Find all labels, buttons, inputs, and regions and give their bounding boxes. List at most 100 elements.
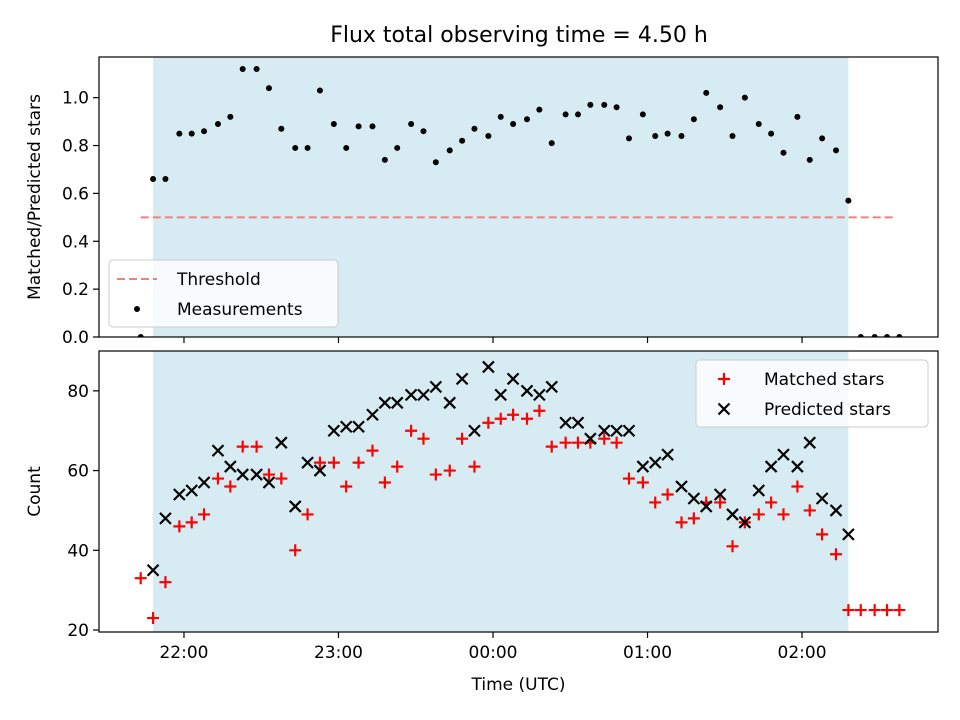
matched-star-point bbox=[301, 508, 314, 521]
matched-star-point bbox=[391, 460, 404, 473]
matched-star-point bbox=[366, 444, 379, 457]
measurement-point bbox=[794, 113, 801, 120]
x-tick-label: 01:00 bbox=[623, 643, 672, 663]
legend-label: Matched stars bbox=[764, 370, 884, 390]
measurement-point bbox=[587, 101, 594, 108]
matched-star-point bbox=[854, 604, 867, 617]
matched-star-point bbox=[468, 460, 481, 473]
measurement-point bbox=[884, 334, 891, 337]
measurement-point bbox=[717, 104, 724, 111]
measurement-point bbox=[536, 106, 543, 113]
measurement-point bbox=[316, 87, 323, 94]
matched-star-point bbox=[545, 440, 558, 453]
legend-marker bbox=[717, 402, 731, 416]
measurement-point bbox=[857, 334, 864, 337]
matched-star-point bbox=[636, 476, 649, 489]
measurement-point bbox=[162, 176, 169, 183]
matched-star-point bbox=[482, 416, 495, 429]
measurement-point bbox=[613, 104, 620, 111]
matched-star-point bbox=[327, 456, 340, 469]
measurement-point bbox=[420, 128, 427, 135]
matched-star-point bbox=[159, 576, 172, 589]
measurement-point bbox=[729, 132, 736, 139]
matched-star-point bbox=[275, 472, 288, 485]
measurement-point bbox=[741, 94, 748, 101]
measurement-point bbox=[639, 111, 646, 118]
measurement-point bbox=[703, 89, 710, 96]
measurement-point bbox=[408, 121, 415, 128]
matched-star-point bbox=[173, 520, 186, 533]
x-tick-label: 02:00 bbox=[778, 643, 827, 663]
measurement-point bbox=[819, 135, 826, 142]
legend-entry: Measurements bbox=[134, 300, 303, 320]
predicted-star-point bbox=[661, 448, 674, 461]
matched-star-point bbox=[429, 468, 442, 481]
legend-box bbox=[108, 259, 339, 328]
series-predicted-stars bbox=[146, 360, 855, 577]
measurement-point bbox=[896, 334, 903, 337]
measurement-point bbox=[497, 113, 504, 120]
predicted-star-point bbox=[713, 488, 727, 501]
predicted-star-point bbox=[726, 508, 739, 521]
predicted-star-point bbox=[173, 488, 186, 501]
predicted-star-point bbox=[455, 372, 469, 386]
measurement-point bbox=[871, 334, 878, 337]
predicted-star-point bbox=[675, 480, 688, 493]
bottom-panel-counts: 20 40 60 80 22:00 23:00 00:00 01:00 02:00 Count Ti… bbox=[25, 350, 939, 695]
predicted-star-point bbox=[815, 492, 829, 505]
y-tick-label: 80 bbox=[67, 382, 89, 402]
predicted-star-point bbox=[468, 424, 481, 437]
top-panel-ratio: 0.0 0.2 0.4 0.6 0.8 1.0 Matched/Predicted star… bbox=[25, 56, 939, 348]
measurement-point bbox=[806, 156, 813, 163]
matched-star-point bbox=[649, 496, 662, 509]
matched-star-point bbox=[313, 456, 326, 469]
y-tick-label: 0.0 bbox=[62, 328, 89, 348]
measurement-point bbox=[459, 137, 466, 144]
measurement-point bbox=[780, 149, 787, 156]
measurement-point bbox=[652, 132, 659, 139]
legend-label: Threshold bbox=[176, 270, 261, 290]
predicted-star-point bbox=[262, 476, 276, 489]
predicted-star-point bbox=[803, 436, 817, 449]
series-matched-stars bbox=[134, 404, 906, 625]
measurement-point bbox=[265, 85, 272, 92]
predicted-star-point bbox=[185, 484, 198, 497]
legend-box bbox=[695, 359, 929, 428]
y-tick-label: 0.8 bbox=[62, 137, 89, 157]
legend: Threshold Measurements bbox=[108, 259, 339, 328]
measurement-point bbox=[239, 65, 246, 72]
matched-star-point bbox=[842, 604, 855, 617]
predicted-star-point bbox=[520, 384, 534, 398]
x-axis-label: Time (UTC) bbox=[471, 675, 566, 695]
measurement-point bbox=[678, 132, 685, 139]
predicted-star-point bbox=[275, 436, 288, 449]
matched-star-point bbox=[803, 504, 816, 517]
matched-star-point bbox=[661, 488, 674, 501]
matched-star-point bbox=[405, 424, 418, 437]
matched-star-point bbox=[765, 496, 778, 509]
predicted-star-point bbox=[288, 500, 302, 513]
matched-star-point bbox=[726, 540, 739, 553]
x-tick-label: 00:00 bbox=[469, 643, 518, 663]
matched-star-point bbox=[185, 516, 198, 529]
predicted-star-point bbox=[622, 424, 636, 437]
predicted-star-point bbox=[313, 464, 327, 477]
measurement-point bbox=[432, 159, 439, 166]
measurement-point bbox=[343, 144, 350, 151]
measurement-point bbox=[214, 121, 221, 128]
predicted-star-point bbox=[327, 424, 341, 437]
measurement-point bbox=[471, 125, 478, 132]
matched-star-point bbox=[352, 456, 365, 469]
matched-star-point bbox=[250, 440, 263, 453]
measurement-point bbox=[574, 111, 581, 118]
matched-star-point bbox=[289, 544, 302, 557]
matched-star-point bbox=[198, 508, 211, 521]
predicted-star-point bbox=[482, 360, 495, 374]
measurement-point bbox=[601, 101, 608, 108]
y-tick-label: 0.2 bbox=[62, 280, 89, 300]
predicted-star-point bbox=[842, 528, 855, 541]
measurement-point bbox=[523, 116, 530, 123]
matched-star-point bbox=[211, 472, 224, 485]
measurement-point bbox=[278, 125, 285, 132]
